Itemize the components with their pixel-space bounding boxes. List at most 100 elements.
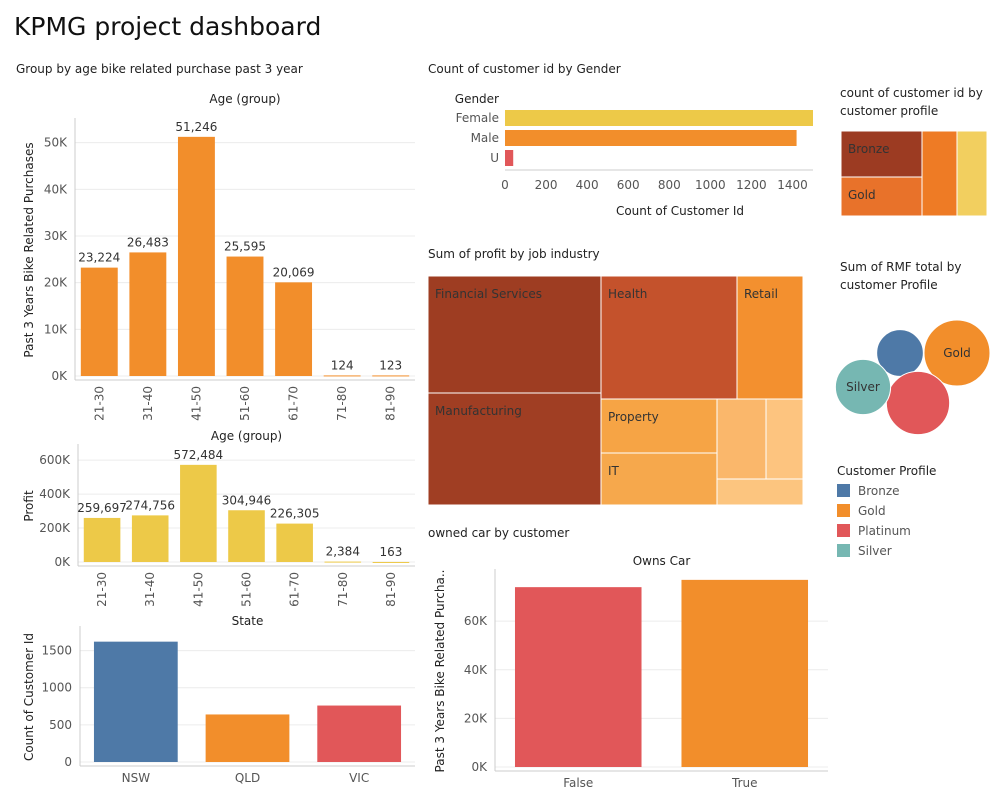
industry-sheet-title: Sum of profit by job industry: [428, 247, 600, 261]
industry-treemap: Financial Services Manufacturing Health Ret…: [427, 275, 804, 506]
age-purchases-bar: [129, 252, 167, 376]
owns-car-ytick-label: 0K: [471, 760, 488, 774]
owns-car-xtick-label: True: [731, 776, 758, 790]
state-count-xtick-label: NSW: [122, 771, 151, 785]
state-count-bar: [93, 641, 178, 762]
customer-profile-legend: Customer Profile Bronze Gold Platinum Si…: [837, 464, 997, 574]
rmf-title-line-1: Sum of RMF total by: [840, 260, 962, 274]
age-purchases-xtick-label: 71-80: [335, 386, 349, 421]
age-purchases-xtick-label: 21-30: [92, 386, 106, 421]
state-count-ytick-label: 500: [49, 718, 72, 732]
owns-car-ytick-label: 60K: [464, 614, 488, 628]
industry-treemap-cell: [765, 398, 804, 480]
age-purchases-xtick-label: 61-70: [287, 386, 301, 421]
age-purchases-bar: [323, 375, 361, 377]
rmf-bubble-bronze: [876, 329, 924, 377]
age-profit-bar: [180, 464, 217, 562]
legend-item-platinum[interactable]: Platinum: [837, 524, 911, 538]
state-count-ytick-label: 1000: [41, 681, 72, 695]
age-purchases-axis-title: Age (group): [209, 92, 280, 106]
age-profit-bar: [131, 515, 169, 562]
industry-treemap-cell: [600, 398, 718, 454]
age-profit-ytick-label: 0K: [54, 555, 71, 569]
profile-treemap-cell-label: Gold: [848, 188, 876, 202]
gender-xtick-label: 0: [501, 178, 509, 192]
age-profit-xtick-label: 71-80: [336, 572, 350, 607]
gender-bar: [505, 130, 797, 146]
gender-category-label: Male: [471, 131, 499, 145]
age-purchases-bar: [80, 267, 118, 376]
gender-xtick-label: 1000: [695, 178, 726, 192]
gender-xtick-label: 800: [658, 178, 681, 192]
age-profit-xtick-label: 61-70: [288, 572, 302, 607]
age-profit-xtick-label: 41-50: [191, 572, 205, 607]
age-purchases-value-label: 124: [331, 358, 354, 372]
profile-treemap-sheet-title: count of customer id by customer profile: [840, 84, 983, 120]
legend-item-silver[interactable]: Silver: [837, 544, 892, 558]
state-count-y-axis-label: Count of Customer Id: [22, 633, 36, 761]
age-profit-xtick-label: 21-30: [95, 572, 109, 607]
age-purchases-value-label: 51,246: [175, 120, 217, 134]
age-profit-value-label: 304,946: [222, 493, 272, 507]
rmf-bubble-chart: Gold Silver: [834, 319, 991, 436]
age-purchases-value-label: 123: [379, 358, 402, 372]
owns-car-chart: Owns Car 0K 20K 40K 60K Past 3 Years Bike Rel…: [433, 554, 828, 790]
industry-treemap-cell: [427, 392, 602, 506]
age-purchases-chart: Age (group) 0K 10K 20K 30K 40K 50K Past 3 Years…: [22, 92, 415, 421]
legend-label-platinum: Platinum: [858, 524, 911, 538]
state-count-ytick-label: 1500: [41, 644, 72, 658]
legend-item-gold[interactable]: Gold: [837, 504, 886, 518]
industry-treemap-cell: [600, 452, 718, 506]
age-profit-value-label: 572,484: [174, 448, 224, 462]
industry-treemap-cell-label: IT: [608, 464, 620, 478]
age-profit-xtick-label: 31-40: [143, 572, 157, 607]
industry-treemap-cell-label: Financial Services: [435, 287, 542, 301]
rmf-bubble-label: Gold: [943, 346, 971, 360]
age-purchases-sheet-title: Group by age bike related purchase past …: [16, 62, 303, 76]
state-count-ytick-label: 0: [64, 755, 72, 769]
dashboard-title: KPMG project dashboard: [14, 12, 322, 41]
age-profit-ytick-label: 600K: [39, 453, 71, 467]
profile-treemap-cell-label: Bronze: [848, 142, 890, 156]
age-profit-value-label: 226,305: [270, 507, 320, 521]
industry-treemap-cell: [600, 275, 738, 400]
age-profit-chart: Age (group) 0K 200K 400K 600K Profit 259,697 21…: [22, 429, 415, 607]
profile-treemap-title-line-2: customer profile: [840, 104, 939, 118]
legend-swatch-bronze: [837, 484, 850, 497]
age-purchases-bar: [177, 136, 215, 376]
age-purchases-xtick-label: 81-90: [384, 386, 398, 421]
rmf-bubble-label: Silver: [846, 380, 880, 394]
legend-item-bronze[interactable]: Bronze: [837, 484, 900, 498]
profile-treemap-title-line-1: count of customer id by: [840, 86, 983, 100]
age-purchases-ytick-label: 0K: [51, 369, 68, 383]
legend-swatch-platinum: [837, 524, 850, 537]
gender-xtick-label: 1200: [736, 178, 767, 192]
profile-treemap: Bronze Gold: [840, 130, 988, 217]
age-profit-value-label: 274,756: [125, 498, 175, 512]
age-profit-axis-title: Age (group): [211, 429, 282, 443]
age-profit-bar: [372, 561, 410, 563]
gender-x-axis-label: Count of Customer Id: [616, 204, 744, 218]
gender-row-header: Gender: [455, 92, 499, 106]
profile-treemap-cell: [956, 130, 988, 217]
age-purchases-value-label: 25,595: [224, 240, 266, 254]
industry-treemap-cell-label: Manufacturing: [435, 404, 522, 418]
owns-car-bar: [514, 587, 642, 767]
state-count-xtick-label: VIC: [349, 771, 369, 785]
state-count-xtick-label: QLD: [235, 771, 260, 785]
age-purchases-y-axis-label: Past 3 Years Bike Related Purchases: [22, 142, 36, 357]
profile-treemap-cell: [921, 130, 958, 217]
gender-category-label: U: [490, 151, 499, 165]
age-purchases-bar: [275, 282, 313, 376]
age-profit-xtick-label: 51-60: [240, 572, 254, 607]
rmf-bubble-silver: [834, 358, 892, 416]
age-purchases-xtick-label: 31-40: [141, 386, 155, 421]
gender-count-chart: Gender Female Male U0 200 400 600 800 1000 1200 14…: [455, 92, 813, 218]
age-purchases-bar: [226, 256, 264, 376]
legend-title: Customer Profile: [837, 464, 937, 478]
age-profit-value-label: 2,384: [326, 545, 360, 559]
rmf-bubble-platinum: [885, 370, 951, 436]
industry-treemap-cell-label: Health: [608, 287, 647, 301]
age-profit-ytick-label: 200K: [39, 521, 71, 535]
age-profit-y-axis-label: Profit: [22, 490, 36, 522]
